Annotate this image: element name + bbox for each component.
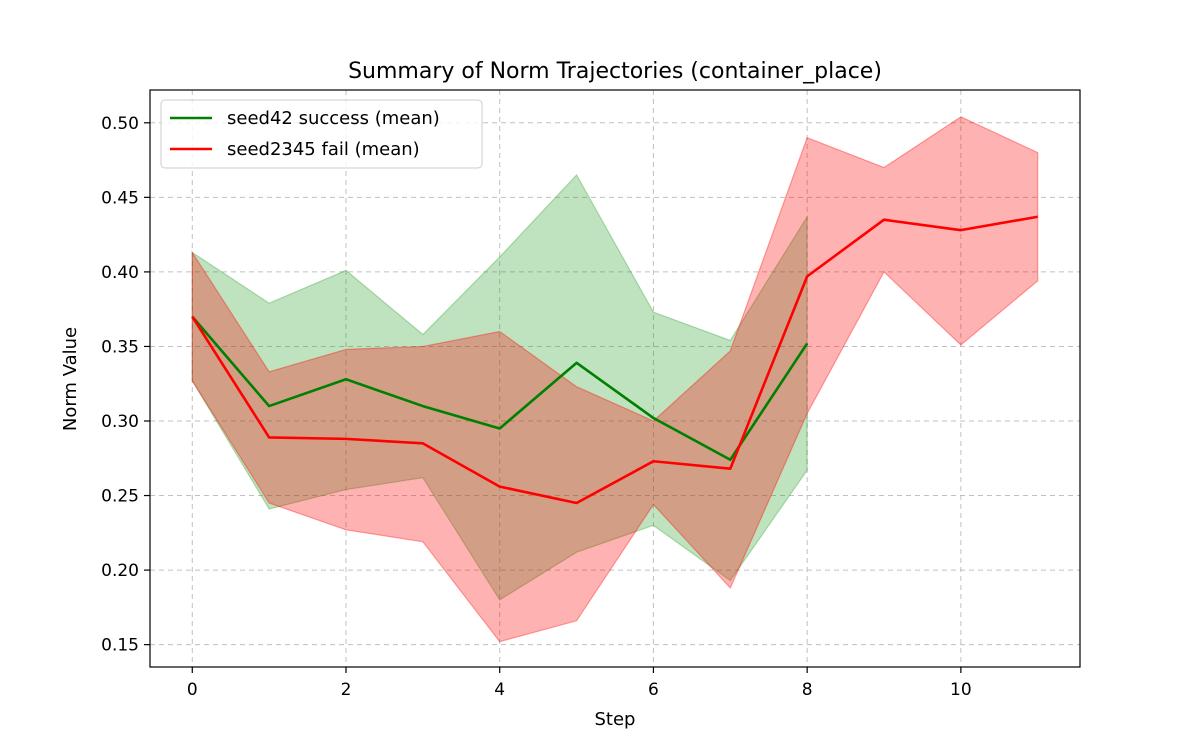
x-axis: 0 2 4 6 8 10 [187,667,972,700]
x-tick-label: 2 [341,680,352,700]
x-tick-label: 10 [950,680,972,700]
band-seed2345 [191,116,1039,643]
y-axis-label: Norm Value [60,327,81,431]
y-axis: 0.15 0.20 0.25 0.30 0.35 0.40 0.45 0.50 [101,114,150,656]
y-tick-label: 0.45 [101,188,139,208]
x-tick-label: 6 [648,680,659,700]
series-lines [191,215,1038,505]
y-tick-label: 0.25 [101,487,139,507]
legend-label: seed42 success (mean) [227,108,440,129]
y-tick-label: 0.30 [101,412,139,432]
chart-title: Summary of Norm Trajectories (container_… [348,59,882,84]
y-tick-label: 0.40 [101,263,139,283]
plot-frame [149,89,1081,668]
line-seed2345-fail-mean [191,215,1038,505]
y-tick-label: 0.20 [101,561,139,581]
line-seed42-success-mean [191,315,809,462]
legend-label: seed2345 fail (mean) [227,139,420,160]
legend-box [160,99,483,169]
band-seed42 [191,173,808,601]
y-tick-label: 0.15 [101,636,139,656]
x-axis-label: Step [595,709,636,730]
confidence-bands [191,116,1039,643]
x-tick-label: 8 [802,680,813,700]
legend: seed42 success (mean) seed2345 fail (mean… [160,99,483,169]
x-tick-label: 0 [187,680,198,700]
y-tick-label: 0.35 [101,337,139,357]
y-tick-label: 0.50 [101,114,139,134]
x-tick-label: 4 [494,680,505,700]
